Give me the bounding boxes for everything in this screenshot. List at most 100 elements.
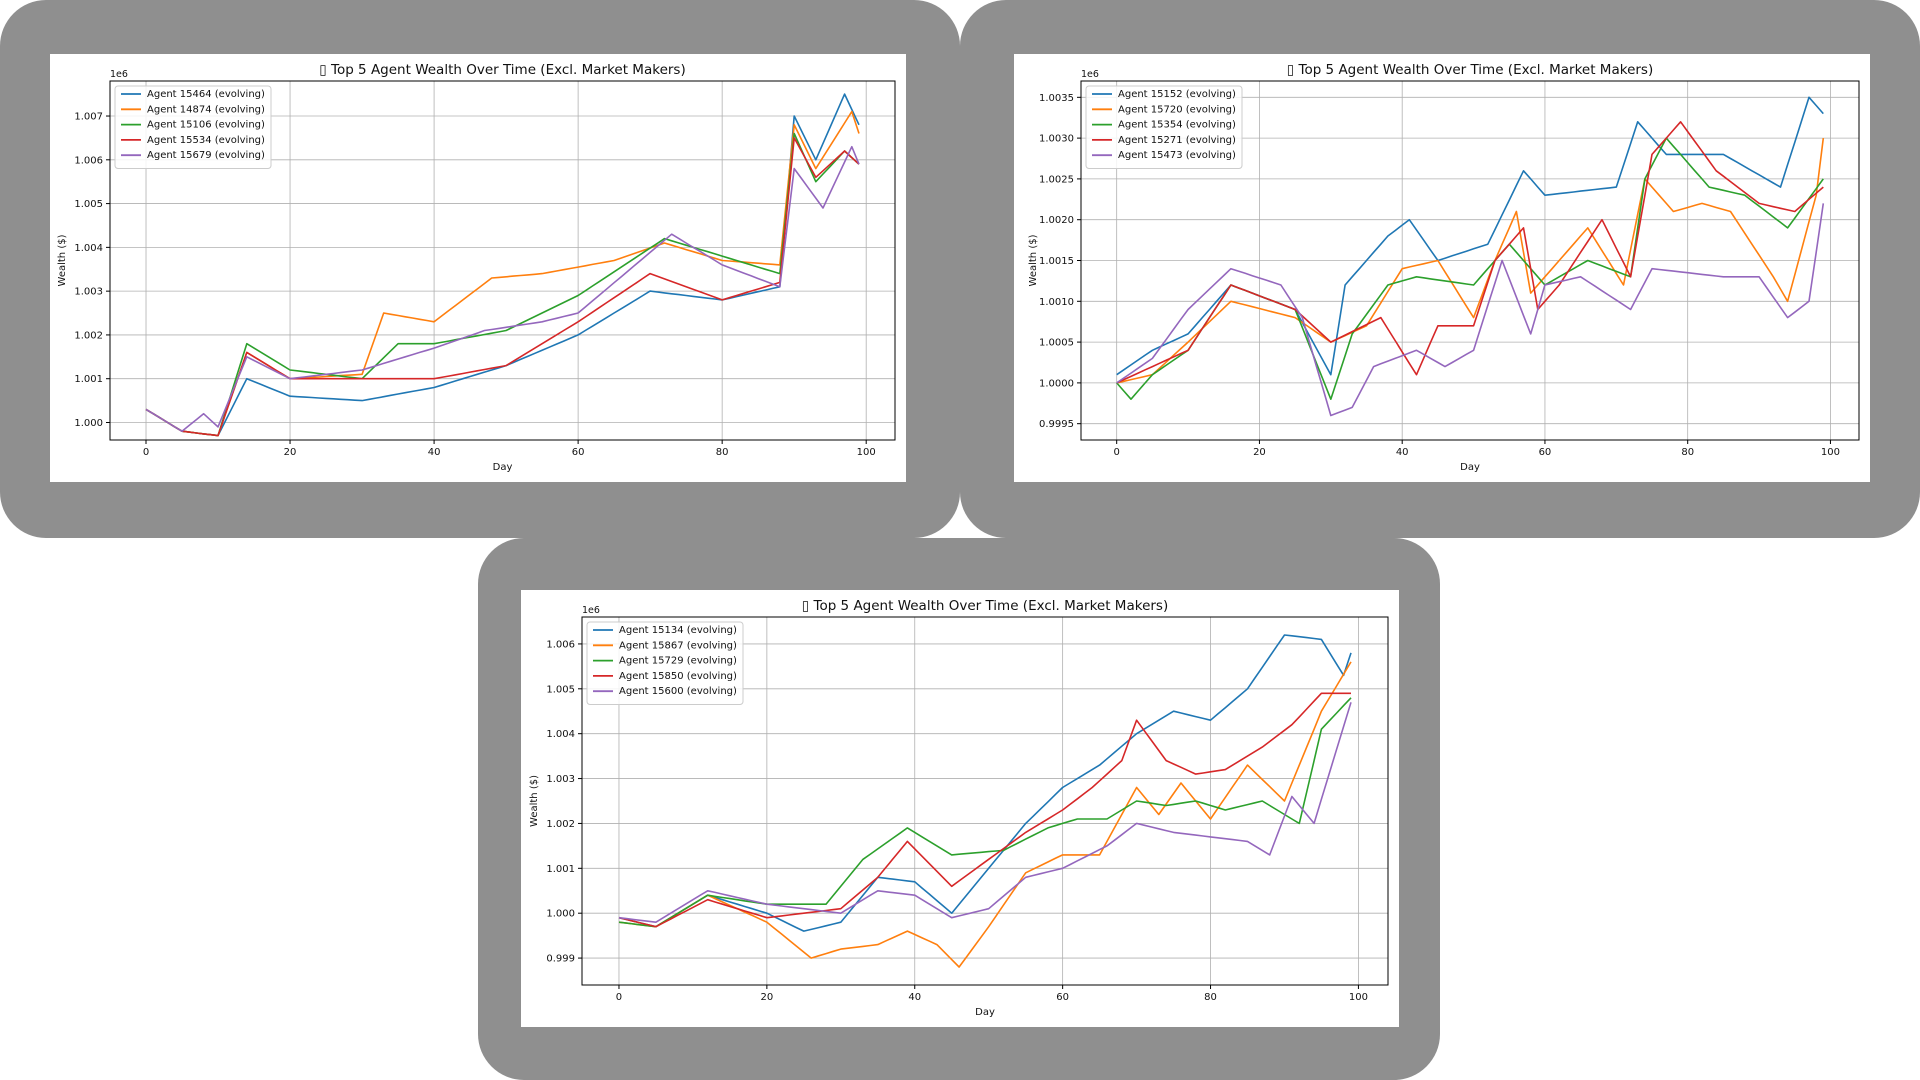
x-tick-label: 20: [760, 992, 773, 1003]
chart-card-2: 0 20 40 60 80 100 0.9995 1.0000 1.0005 1.0010 1.00…: [1014, 54, 1870, 482]
grid-lines: [1081, 81, 1859, 440]
legend: Agent 15152 (evolving) Agent 15720 (evolv…: [1085, 85, 1243, 169]
y-tick-label: 0.9995: [1039, 419, 1074, 430]
legend-entry: Agent 15354 (evolving): [1118, 120, 1236, 131]
legend-entry: Agent 14874 (evolving): [147, 104, 265, 115]
x-axis-label: Day: [1460, 462, 1480, 473]
chart-card-3: 0 20 40 60 80 100 0.999 1.000 1.001 1.002 1.003 1.0…: [521, 590, 1399, 1027]
series-line-4: [1116, 121, 1824, 384]
series-lines: [1116, 96, 1825, 417]
y-tick-label: 1.007: [74, 112, 103, 123]
y-tick-label: 1.005: [74, 199, 103, 210]
y-tick-label: 0.999: [546, 954, 575, 965]
y-tick-label: 1.000: [546, 909, 575, 920]
series-line-3: [618, 697, 1352, 928]
series-line-4: [145, 137, 860, 437]
x-tick-label: 80: [1204, 992, 1217, 1003]
series-line-3: [1116, 137, 1824, 400]
legend-entry: Agent 15679 (evolving): [147, 150, 265, 161]
series-line-1: [618, 634, 1352, 932]
y-tick-label: 1.000: [74, 418, 103, 429]
legend-entry: Agent 15850 (evolving): [619, 671, 737, 682]
y-tick-label: 1.003: [74, 287, 103, 298]
y-axis-label: Wealth ($): [529, 775, 540, 827]
legend-box: [1085, 85, 1243, 169]
chart-title: ▯ Top 5 Agent Wealth Over Time (Excl. Ma…: [802, 598, 1168, 614]
x-tick-label: 40: [1396, 447, 1409, 458]
y-axis-label: Wealth ($): [1028, 234, 1039, 286]
legend-entry: Agent 15106 (evolving): [147, 120, 265, 131]
x-tick-label: 100: [1821, 447, 1840, 458]
series-lines: [618, 634, 1352, 968]
x-axis-label: Day: [975, 1007, 995, 1018]
legend: Agent 15464 (evolving) Agent 14874 (evolv…: [114, 85, 272, 169]
y-tick-label: 1.006: [74, 155, 103, 166]
legend-entry: Agent 15152 (evolving): [1118, 89, 1236, 100]
legend-entry: Agent 15729 (evolving): [619, 656, 737, 667]
chart-title: ▯ Top 5 Agent Wealth Over Time (Excl. Ma…: [1287, 62, 1653, 78]
legend-entry: Agent 15134 (evolving): [619, 625, 737, 636]
y-tick-label: 1.002: [546, 819, 575, 830]
legend: Agent 15134 (evolving) Agent 15867 (evolv…: [586, 621, 744, 705]
y-offset-label: 1e6: [110, 69, 128, 80]
x-tick-label: 0: [1114, 447, 1120, 458]
series-lines: [145, 93, 860, 437]
series-line-5: [618, 702, 1352, 923]
legend-entry: Agent 15867 (evolving): [619, 640, 737, 651]
legend-entry: Agent 15271 (evolving): [1118, 135, 1236, 146]
legend-entry: Agent 15464 (evolving): [147, 89, 265, 100]
series-line-3: [145, 132, 860, 437]
x-tick-label: 20: [1253, 447, 1266, 458]
y-tick-label: 1.0035: [1039, 93, 1074, 104]
x-tick-label: 40: [428, 447, 441, 458]
wealth-chart-1: 0 20 40 60 80 100 1.000 1.001 1.002 1.003 1.004 1.0…: [57, 62, 896, 473]
series-line-2: [1116, 138, 1825, 384]
y-tick-label: 1.004: [546, 729, 575, 740]
plot-frame: [109, 80, 896, 441]
y-tick-label: 1.0000: [1039, 378, 1074, 389]
y-tick-label: 1.004: [74, 243, 103, 254]
legend-entry: Agent 15473 (evolving): [1118, 150, 1236, 161]
legend-box: [114, 85, 272, 169]
y-axis-label: Wealth ($): [57, 234, 68, 286]
x-tick-label: 20: [284, 447, 297, 458]
chart-title: ▯ Top 5 Agent Wealth Over Time (Excl. Ma…: [319, 62, 685, 78]
y-tick-label: 1.006: [546, 639, 575, 650]
y-tick-label: 1.0010: [1039, 297, 1074, 308]
x-tick-label: 100: [1349, 992, 1368, 1003]
legend-entry: Agent 15534 (evolving): [147, 135, 265, 146]
y-tick-label: 1.001: [74, 374, 103, 385]
y-tick-label: 1.003: [546, 774, 575, 785]
y-tick-label: 1.005: [546, 684, 575, 695]
x-tick-label: 0: [143, 447, 149, 458]
x-tick-label: 60: [1539, 447, 1552, 458]
series-line-5: [145, 145, 860, 432]
y-tick-label: 1.002: [74, 330, 103, 341]
chart-card-1: 0 20 40 60 80 100 1.000 1.001 1.002 1.003 1.004 1.0…: [50, 54, 906, 482]
y-tick-label: 1.0020: [1039, 215, 1074, 226]
y-tick-label: 1.0015: [1039, 256, 1074, 267]
y-tick-label: 1.0025: [1039, 174, 1074, 185]
y-tick-label: 1.0005: [1039, 338, 1074, 349]
wealth-chart-2: 0 20 40 60 80 100 0.9995 1.0000 1.0005 1.0010 1.00…: [1028, 62, 1860, 473]
x-tick-label: 0: [616, 992, 622, 1003]
y-tick-label: 1.001: [546, 864, 575, 875]
x-tick-label: 40: [908, 992, 921, 1003]
y-offset-label: 1e6: [582, 605, 600, 616]
x-tick-label: 60: [1056, 992, 1069, 1003]
x-axis-label: Day: [493, 462, 513, 473]
wealth-chart-3: 0 20 40 60 80 100 0.999 1.000 1.001 1.002 1.003 1.0…: [529, 598, 1389, 1018]
plot-frame: [581, 616, 1389, 986]
legend-entry: Agent 15600 (evolving): [619, 686, 737, 697]
x-tick-label: 80: [1681, 447, 1694, 458]
x-tick-label: 100: [857, 447, 876, 458]
x-tick-label: 80: [716, 447, 729, 458]
legend-box: [586, 621, 744, 705]
series-line-5: [1116, 203, 1825, 417]
y-tick-label: 1.0030: [1039, 134, 1074, 145]
series-line-2: [618, 661, 1352, 968]
legend-entry: Agent 15720 (evolving): [1118, 104, 1236, 115]
series-line-4: [618, 692, 1351, 928]
x-tick-label: 60: [572, 447, 585, 458]
y-offset-label: 1e6: [1081, 69, 1099, 80]
